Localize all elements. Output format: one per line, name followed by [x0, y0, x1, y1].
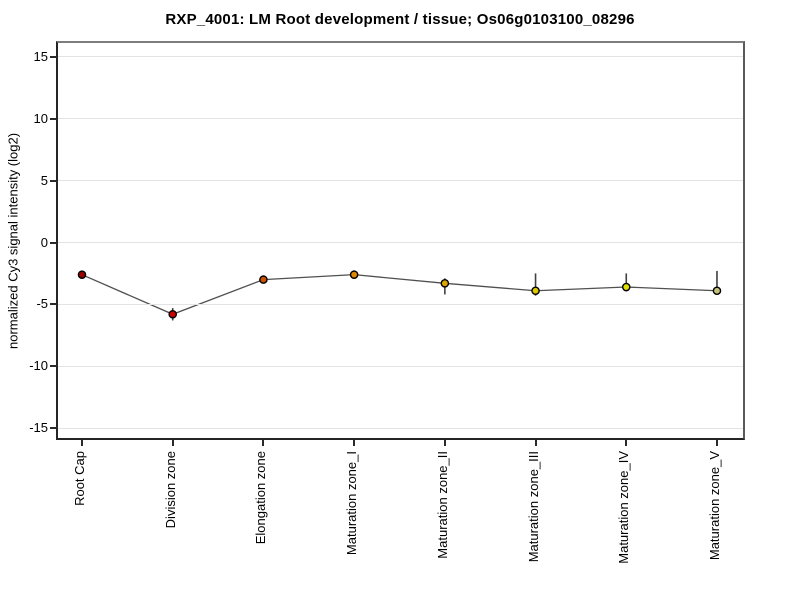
x-tick-mark: [81, 440, 83, 446]
gridline: [58, 242, 743, 243]
chart-title: RXP_4001: LM Root development / tissue; …: [165, 11, 635, 28]
x-category-label: Division zone: [162, 451, 178, 529]
gridline: [58, 427, 743, 429]
x-category-label: Maturation zone_I: [344, 451, 360, 556]
gridline: [58, 303, 743, 305]
y-tick-label: 15: [33, 48, 48, 64]
x-tick-mark: [534, 440, 537, 446]
data-point: [259, 275, 268, 284]
x-category-label: Maturation zone_V: [706, 451, 722, 561]
series-line: [81, 274, 717, 315]
x-tick-mark: [353, 440, 356, 446]
y-tick-mark: [50, 365, 57, 368]
x-tick-mark: [625, 440, 628, 446]
x-tick-mark: [171, 440, 174, 446]
gridline: [58, 118, 743, 120]
y-tick-label: 5: [40, 172, 48, 188]
data-point: [621, 282, 631, 292]
data-point: [712, 286, 722, 296]
y-tick-mark: [50, 241, 57, 244]
y-tick-label: 0: [40, 234, 48, 250]
y-tick-label: 10: [33, 110, 48, 126]
data-series-svg: [77, 270, 722, 321]
data-point: [531, 286, 540, 296]
y-tick-mark: [50, 55, 57, 58]
x-category-label: Maturation zone_II: [434, 451, 450, 559]
data-point: [349, 270, 359, 279]
y-tick-label: -5: [36, 296, 48, 312]
data-point: [440, 279, 450, 288]
gridline: [58, 180, 743, 182]
x-category-label: Elongation zone: [253, 451, 269, 545]
x-category-label: Maturation zone_III: [525, 451, 541, 563]
y-tick-mark: [50, 427, 57, 430]
plot-area: [56, 41, 745, 440]
y-tick-mark: [50, 303, 57, 306]
x-tick-mark: [262, 440, 265, 446]
gridline: [58, 365, 743, 367]
x-tick-mark: [715, 440, 718, 446]
x-category-label: Root Cap: [72, 451, 87, 506]
data-point: [168, 309, 178, 319]
gridline: [58, 56, 743, 58]
x-tick-mark: [443, 440, 446, 446]
y-tick-label: -10: [29, 358, 48, 374]
data-point: [77, 270, 87, 279]
y-tick-mark: [50, 117, 57, 120]
x-category-label: Maturation zone_IV: [616, 451, 632, 564]
y-tick-label: -15: [29, 420, 48, 436]
y-tick-mark: [50, 179, 57, 182]
